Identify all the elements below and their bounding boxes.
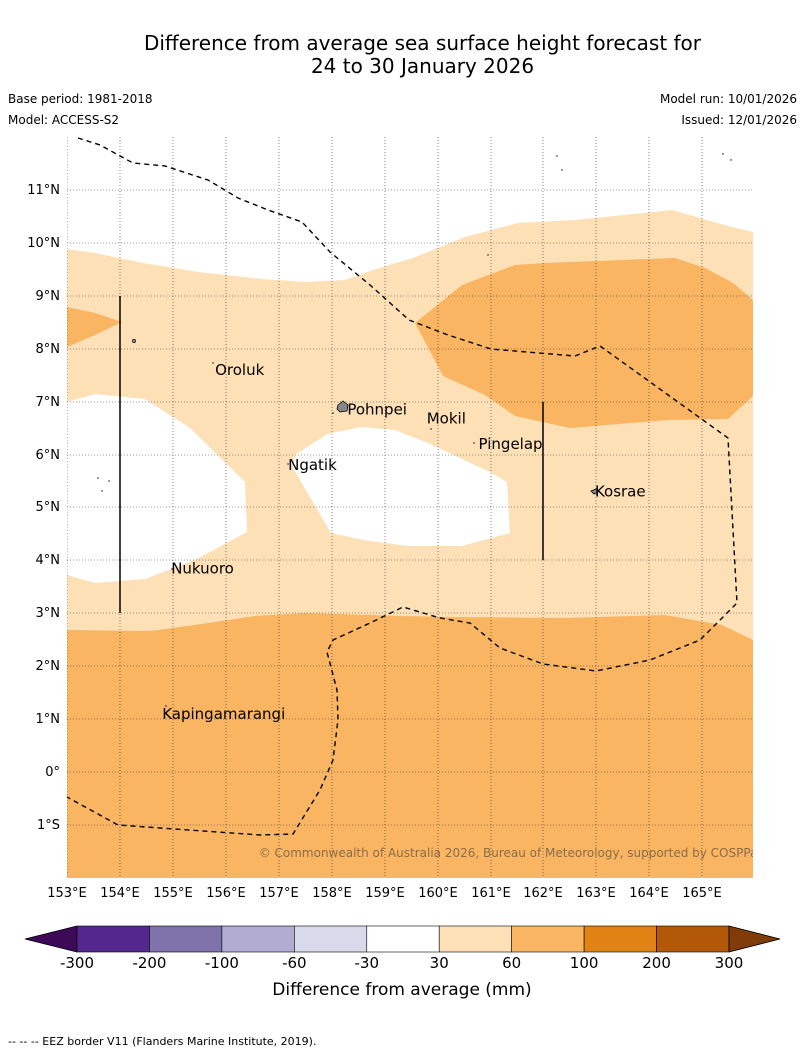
lon-tick: 159°E [365, 886, 405, 901]
lon-tick: 164°E [629, 886, 669, 901]
place-label: Mokil [427, 410, 466, 428]
gridlines [67, 137, 753, 878]
islands [97, 153, 732, 707]
lon-tick: 160°E [418, 886, 458, 901]
lon-tick: 153°E [47, 886, 87, 901]
lat-tick: 11°N [27, 183, 60, 198]
colorbar: -300 -200 -100 -60 -30 30 60 100 200 300 Differen… [24, 925, 781, 1000]
title-line-1: Difference from average sea surface heig… [143, 31, 702, 55]
lat-tick: 1°N [36, 712, 61, 727]
place-label: Kosrae [595, 483, 646, 501]
lat-tick: 3°N [36, 606, 61, 621]
colorbar-cell [366, 925, 440, 953]
lat-tick: 10°N [27, 236, 60, 251]
lon-tick: 156°E [206, 886, 246, 901]
place-label: Kapingamarangi [162, 705, 285, 723]
band-60-100-south [67, 613, 753, 878]
lat-tick: 4°N [36, 553, 61, 568]
colorbar-cell [294, 925, 368, 953]
colorbar-cell [221, 925, 295, 953]
chart-title: Difference from average sea surface heig… [0, 32, 804, 78]
lat-tick: 0° [45, 765, 60, 780]
place-label: Oroluk [215, 361, 264, 379]
lat-tick: 5°N [36, 500, 61, 515]
colorbar-tick-label: -30 [355, 954, 380, 972]
lat-tick: 6°N [36, 448, 61, 463]
lon-tick: 165°E [682, 886, 722, 901]
model-run: Model run: 10/01/2026 [659, 92, 797, 106]
colorbar-title: Difference from average (mm) [272, 980, 531, 1000]
lat-tick: 8°N [36, 342, 61, 357]
band-below-30-center [293, 427, 510, 546]
colorbar-tick-label: -100 [205, 954, 239, 972]
colorbar-cells [76, 925, 730, 953]
colorbar-cell [583, 925, 657, 953]
band-60-100-north-east [415, 258, 753, 428]
place-label: Pingelap [479, 435, 543, 453]
place-label: Ngatik [288, 456, 337, 474]
latitude-labels: 11°N 10°N 9°N 8°N 7°N 6°N 5°N 4°N 3°N 2°… [27, 183, 60, 833]
band-60-100-west [67, 307, 122, 347]
colorbar-cell [438, 925, 512, 953]
colorbar-tick-label: -60 [282, 954, 307, 972]
eez-legend-footnote: -- -- -- EEZ border V11 (Flanders Marine… [8, 1035, 317, 1048]
longitude-labels: 153°E 154°E 155°E 156°E 157°E 158°E 159°… [47, 886, 722, 901]
colorbar-extend-high [728, 925, 781, 953]
band-below-30-north [67, 137, 753, 282]
lon-tick: 154°E [100, 886, 140, 901]
lon-tick: 157°E [259, 886, 299, 901]
place-label: Pohnpei [347, 401, 407, 419]
band-below-30-west [67, 394, 247, 583]
lat-tick: 1°S [37, 818, 60, 833]
colorbar-tick-label: -200 [132, 954, 166, 972]
copyright-notice: © Commonwealth of Australia 2026, Bureau… [259, 846, 764, 860]
lat-tick: 2°N [36, 659, 61, 674]
lon-tick: 155°E [153, 886, 193, 901]
colorbar-cell [76, 925, 150, 953]
issued-date: Issued: 12/01/2026 [681, 113, 797, 127]
lon-tick: 163°E [576, 886, 616, 901]
kosrae-island-shape [590, 488, 599, 495]
base-period: Base period: 1981-2018 [8, 92, 153, 106]
colorbar-tick-label: 30 [430, 954, 449, 972]
colorbar-extend-low [24, 925, 78, 953]
lat-tick: 7°N [36, 395, 61, 410]
colorbar-tick-label: 60 [502, 954, 521, 972]
sea-surface-height-map: Oroluk Pohnpei Mokil Pingelap Ngatik Kos… [24, 137, 781, 1000]
colorbar-tick-label: -300 [60, 954, 94, 972]
eez-borders [67, 137, 738, 836]
place-label: Nukuoro [171, 559, 234, 577]
title-line-2: 24 to 30 January 2026 [310, 54, 535, 78]
lat-tick: 9°N [36, 289, 61, 304]
place-labels: Oroluk Pohnpei Mokil Pingelap Ngatik Kos… [162, 361, 645, 723]
lon-tick: 161°E [471, 886, 511, 901]
colorbar-tick-label: 300 [715, 954, 744, 972]
colorbar-tick-label: 100 [570, 954, 599, 972]
model-name: Model: ACCESS-S2 [8, 113, 120, 127]
lon-tick: 162°E [523, 886, 563, 901]
map-plot-area: Oroluk Pohnpei Mokil Pingelap Ngatik Kos… [67, 137, 764, 878]
lon-tick: 158°E [312, 886, 352, 901]
colorbar-cell [511, 925, 585, 953]
colorbar-cell [149, 925, 223, 953]
pohnpei-island-shape [336, 400, 349, 413]
colorbar-cell [656, 925, 730, 953]
colorbar-tick-label: 200 [642, 954, 671, 972]
